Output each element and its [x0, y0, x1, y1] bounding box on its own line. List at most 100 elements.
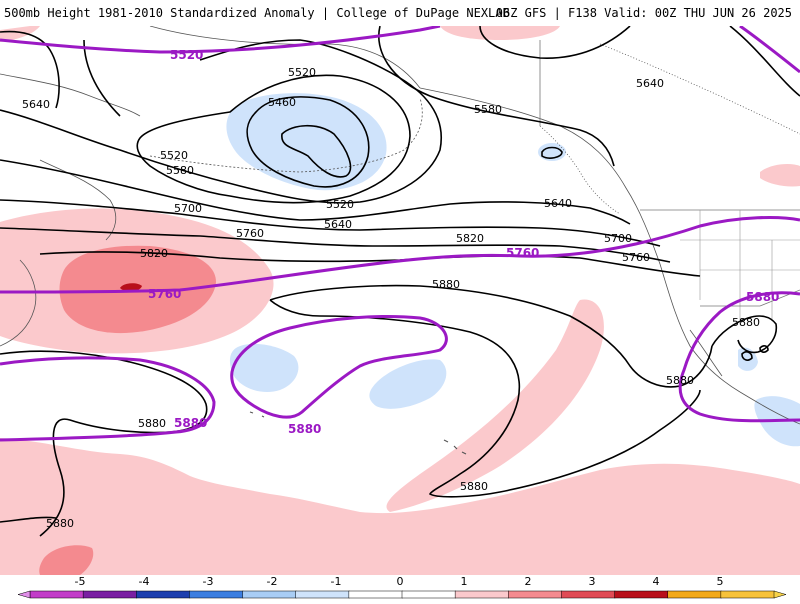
contour-label-5520-a: 5520: [288, 66, 316, 79]
contour-5640-ring: [479, 26, 631, 59]
ref-5520: [0, 26, 441, 54]
colorbar-tick-label: -2: [267, 575, 278, 588]
reference-label-5880-b: 5880: [288, 422, 321, 436]
colorbar-tick-label: -3: [203, 575, 214, 588]
map-title: 500mb Height 1981-2010 Standardized Anom…: [4, 6, 510, 20]
coast-midway: [249, 411, 265, 418]
positive-anomaly-west-pacific-peak: [120, 283, 142, 292]
colorbar-segment: [720, 590, 775, 599]
colorbar-min-arrow: [17, 590, 31, 599]
contour-5640-main: [0, 159, 631, 225]
contour-label-5700-a: 5700: [174, 202, 202, 215]
contour-5460-outer: [246, 96, 370, 188]
positive-anomaly-south-band: [0, 438, 800, 575]
reference-label-5880-c: 5880: [746, 290, 779, 304]
positive-anomaly-north: [440, 26, 560, 40]
contour-5760: [0, 227, 671, 263]
contour-5460-core: [281, 124, 352, 178]
contour-5520-inner: [136, 74, 411, 204]
negative-anomaly-hawaii-east: [369, 359, 447, 409]
ref-5880-west: [0, 356, 216, 442]
contour-label-5640-b: 5640: [324, 218, 352, 231]
coast-hawaii: [443, 439, 467, 455]
contour-label-5880-b: 5880: [732, 316, 760, 329]
contour-5880-mexico-small-2: [759, 345, 769, 353]
contour-label-5880-c: 5880: [666, 374, 694, 387]
colorbar-tick-label: 4: [653, 575, 660, 588]
negative-anomaly-central-pacific: [229, 343, 299, 392]
reference-label-5760-a: 5760: [148, 287, 181, 301]
colorbar-segment: [82, 590, 138, 599]
contour-label-5700-b: 5700: [604, 232, 632, 245]
colorbar-tick-label: 1: [461, 575, 468, 588]
colorbar-segment: [295, 590, 350, 599]
contour-label-5820-b: 5820: [456, 232, 484, 245]
colorbar-segment: [136, 590, 191, 599]
colorbar-tick-labels: -5 -4 -3 -2 -1 0 1 2 3 4 5: [75, 575, 724, 588]
coast-aleutians: [149, 97, 423, 173]
contour-5880-central: [269, 284, 713, 388]
coast-canada: [419, 87, 661, 265]
anomaly-shading: [0, 26, 800, 575]
colorbar-segment: [401, 590, 456, 599]
coast-siberia: [0, 73, 141, 117]
reference-labels: 5520 5760 5760 5880 5880 5880: [148, 48, 779, 436]
contour-5700: [0, 199, 661, 247]
contour-5880-mexico-small: [741, 351, 753, 361]
positive-anomaly-canada: [760, 164, 800, 187]
contour-5640-east: [729, 26, 800, 97]
positive-anomaly-south-core: [39, 545, 94, 575]
reference-label-5880-a: 5880: [174, 416, 207, 430]
contour-label-5760-a: 5760: [236, 227, 264, 240]
reference-contours: [0, 26, 800, 442]
reference-label-5760-b: 5760: [506, 246, 539, 260]
ref-5880-mexico: [678, 291, 800, 423]
contour-label-5520-b: 5520: [160, 149, 188, 162]
positive-anomaly-subtropical-streak: [386, 299, 604, 512]
model-run-info: 06Z GFS | F138 Valid: 00Z THU JUN 26 202…: [495, 6, 792, 20]
coast-kamchatka: [39, 159, 117, 241]
contour-labels: 5520 5460 5520 5580 5520 5580 5640 5640 …: [22, 66, 760, 530]
colorbar-segment: [614, 590, 669, 599]
contour-label-5640-c: 5640: [544, 197, 572, 210]
colorbar-tick-label: 5: [717, 575, 724, 588]
colorbar-segment: [508, 590, 563, 599]
colorbar-segment: [454, 590, 510, 599]
ref-5520-east: [739, 26, 800, 74]
positive-anomaly-northwest: [0, 26, 40, 42]
colorbar-tick-label: -5: [75, 575, 86, 588]
border-us-states: [680, 210, 800, 320]
contour-label-5880-f: 5880: [46, 517, 74, 530]
colorbar-max-arrow: [773, 590, 787, 599]
colorbar-segments: [17, 590, 787, 599]
contour-label-5520-c: 5520: [326, 198, 354, 211]
colorbar-tick-label: -4: [139, 575, 150, 588]
contour-5880-ring: [269, 299, 701, 498]
contour-5580-low-bc: [541, 146, 563, 159]
ref-5880-central: [230, 314, 448, 419]
colorbar-segment: [189, 590, 244, 599]
contour-label-5580-a: 5580: [166, 164, 194, 177]
colorbar-tick-label: -1: [331, 575, 342, 588]
coast-japan: [0, 259, 37, 347]
coast-west-usa: [659, 263, 741, 393]
colorbar-segment: [667, 590, 722, 599]
coast-baja: [689, 329, 723, 377]
contour-label-5640-d: 5640: [636, 77, 664, 90]
colorbar-segment: [242, 590, 297, 599]
coast-canada-east: [599, 43, 800, 135]
contour-label-5880-e: 5880: [460, 480, 488, 493]
border-usa-mexico: [700, 289, 800, 307]
contour-5880-mexico: [711, 315, 778, 354]
contour-label-5760-b: 5760: [622, 251, 650, 264]
contour-5880-sw: [0, 516, 57, 523]
contour-label-5580-b: 5580: [474, 103, 502, 116]
coast-mexico: [739, 391, 800, 425]
contour-label-5880-d: 5880: [138, 417, 166, 430]
contour-label-5820-a: 5820: [140, 247, 168, 260]
ref-5760: [0, 216, 800, 294]
map-area: 5520 5460 5520 5580 5520 5580 5640 5640 …: [0, 26, 800, 575]
coast-bc-islands: [539, 125, 621, 215]
contour-label-5460: 5460: [268, 96, 296, 109]
